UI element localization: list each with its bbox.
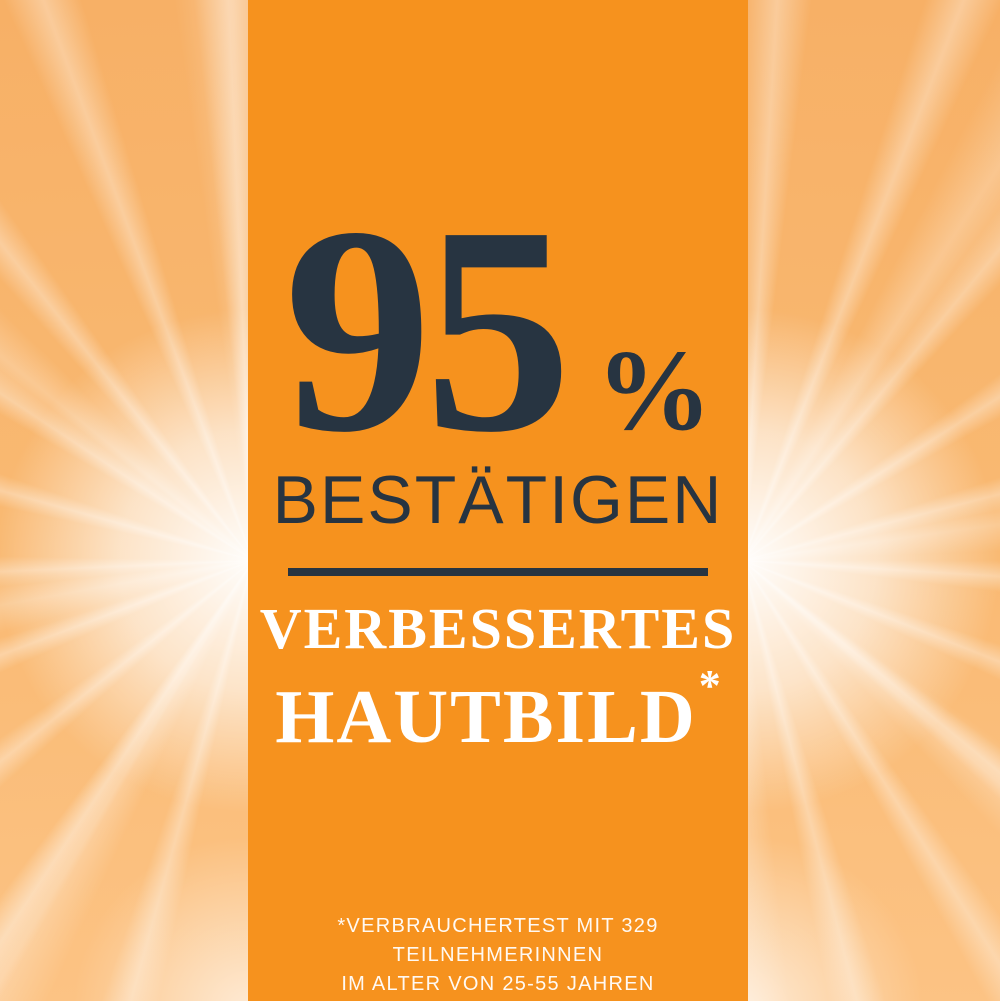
claim-line1: VERBESSERTES (259, 596, 737, 661)
divider-line (288, 568, 708, 576)
sunburst-right-background (748, 0, 1000, 1001)
footnote: *VERBRAUCHERTEST MIT 329 TEILNEHMERINNEN… (248, 912, 748, 999)
footnote-line1: *VERBRAUCHERTEST MIT 329 TEILNEHMERINNEN (337, 915, 659, 966)
statistic-percent-sign: % (596, 327, 712, 455)
statistic-value: 95 (284, 166, 572, 494)
claim-word: HAUTBILD (275, 675, 697, 759)
sunburst-left-background (0, 0, 248, 1001)
statistic: 95% (248, 182, 748, 478)
center-orange-panel: 95% BESTÄTIGEN VERBESSERTES HAUTBILD* *V… (248, 0, 748, 1001)
asterisk-mark: * (698, 661, 721, 710)
claim-line2: HAUTBILD* (248, 661, 748, 756)
headline-bestaetigen: BESTÄTIGEN (272, 462, 724, 538)
footnote-line2: IM ALTER VON 25-55 JAHREN (341, 973, 655, 995)
